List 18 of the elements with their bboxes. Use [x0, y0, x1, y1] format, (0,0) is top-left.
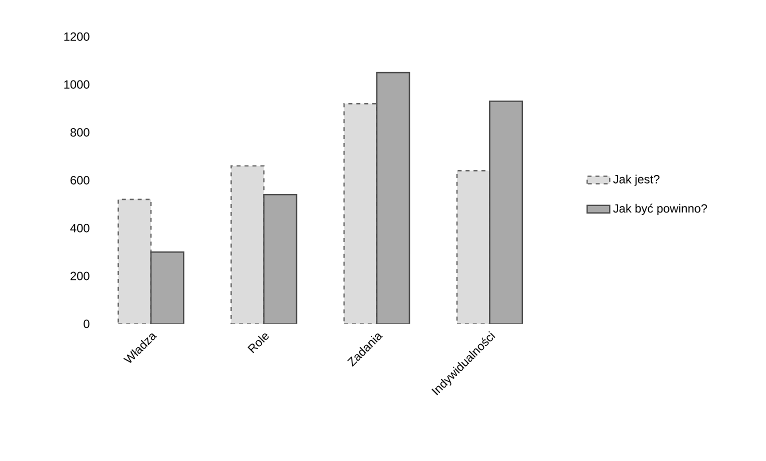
- bar: [118, 198, 152, 324]
- y-tick-label: 1200: [64, 32, 90, 42]
- x-tick-label: Role: [248, 334, 269, 354]
- legend-label: Jak być powinno?: [613, 204, 708, 216]
- y-tick-label: 600: [70, 176, 90, 185]
- bar: [230, 165, 265, 324]
- y-tick-label: 400: [70, 224, 90, 233]
- y-tick-label: 0: [84, 320, 90, 328]
- legend-label: Jak jest?: [613, 174, 660, 186]
- bar: [263, 194, 298, 324]
- bar: [376, 72, 410, 324]
- y-tick-label: 200: [70, 272, 90, 280]
- bar: [456, 170, 490, 324]
- bar: [489, 100, 524, 324]
- y-tick-label: 1000: [64, 80, 90, 89]
- y-tick-label: 800: [70, 128, 90, 137]
- bar: [343, 103, 378, 324]
- bar: [150, 252, 184, 324]
